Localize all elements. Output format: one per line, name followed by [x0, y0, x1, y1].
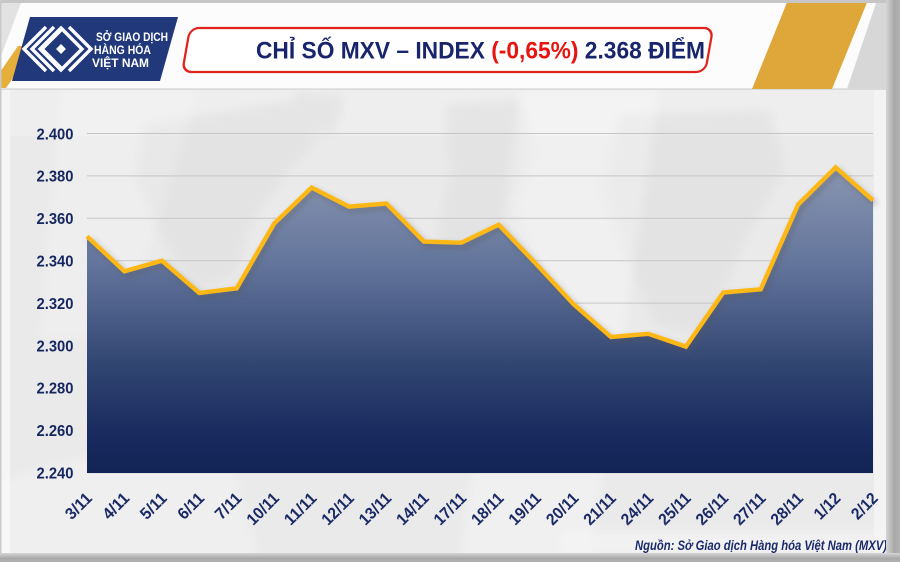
svg-text:2.280: 2.280 [37, 381, 74, 398]
svg-text:2.380: 2.380 [37, 169, 74, 186]
svg-text:2.260: 2.260 [37, 423, 74, 440]
svg-text:Nguồn: Sở Giao dịch Hàng hóa V: Nguồn: Sở Giao dịch Hàng hóa Việt Nam (M… [635, 538, 887, 554]
svg-text:VIỆT NAM: VIỆT NAM [92, 57, 149, 70]
svg-text:HÀNG HÓA: HÀNG HÓA [94, 44, 151, 57]
svg-text:SỞ GIAO DỊCH: SỞ GIAO DỊCH [96, 31, 168, 44]
svg-text:CHỈ SỐ MXV – INDEX (-0,65%) 2.: CHỈ SỐ MXV – INDEX (-0,65%) 2.368 ĐIỂM [256, 36, 705, 65]
svg-text:2.360: 2.360 [37, 211, 74, 228]
svg-text:2.320: 2.320 [37, 296, 74, 313]
svg-text:2.300: 2.300 [37, 338, 74, 355]
svg-text:2.340: 2.340 [37, 254, 74, 271]
svg-text:2.400: 2.400 [37, 126, 74, 143]
svg-text:2.240: 2.240 [37, 466, 74, 483]
